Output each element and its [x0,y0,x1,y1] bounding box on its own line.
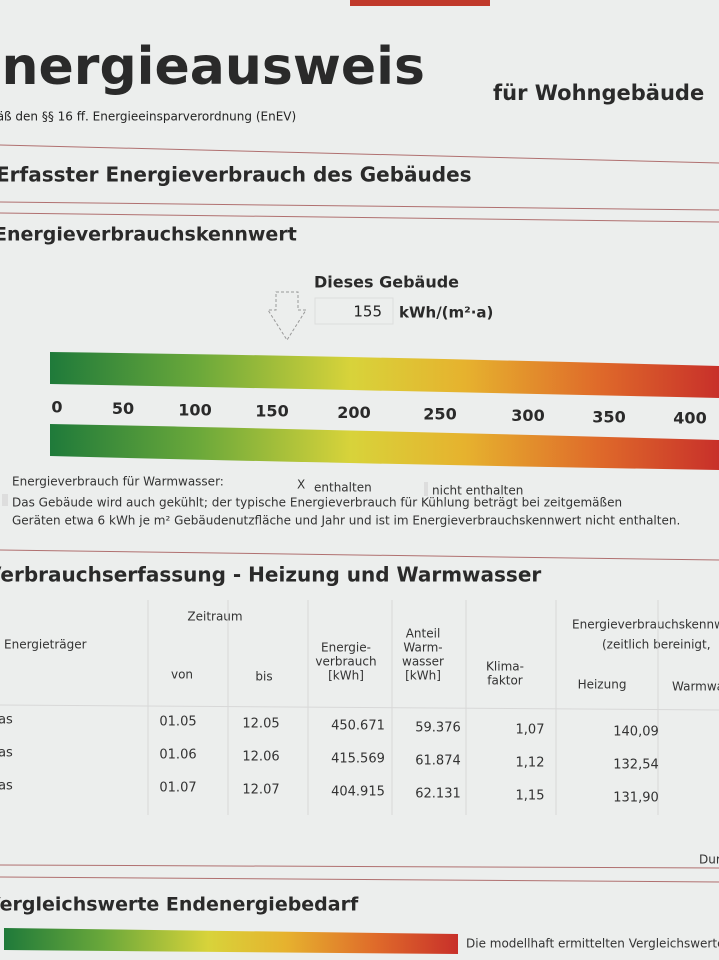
value: 155 [353,303,382,321]
scale: 0 50 100 150 200 250 300 350 400 [51,398,706,428]
td: 140,09 [613,725,659,740]
scale-label: 300 [511,406,544,425]
unit: kWh/(m²·a) [399,304,493,322]
td: 61.874 [415,754,461,769]
td: 1,15 [516,789,545,804]
td: 62.131 [415,787,461,802]
scale-label: 400 [673,409,706,428]
td: 404.915 [331,785,385,800]
th: Heizung [578,678,627,692]
td: 132,54 [613,758,659,773]
ww-not-included: nicht enthalten [432,484,523,498]
scale-bar [4,928,458,954]
scale-label: 50 [112,399,134,418]
th: faktor [487,674,523,688]
td: 01.05 [159,715,196,730]
th: wasser [402,655,444,669]
rule [0,864,719,869]
scale-label: 150 [255,402,288,421]
th: bis [255,670,272,684]
th: Klima- [486,660,524,674]
note: Das Gebäude wird auch gekühlt; der typis… [12,496,622,510]
td: 59.376 [415,721,461,736]
th: Energieträger [4,638,87,652]
scale-label: 350 [592,407,625,426]
td: 12.05 [242,717,279,732]
th: Energie- [321,641,371,655]
rule [0,212,719,223]
th: Zeitraum [187,610,242,624]
footer: Durchschnitt [699,853,719,867]
ww-included: enthalten [314,481,372,495]
td: 450.671 [331,719,385,734]
th: (zeitlich bereinigt, [602,638,711,652]
td: 01.06 [159,748,196,763]
ww-label: Energieverbrauch für Warmwasser: [12,475,224,489]
th: Energieverbrauchskennwert [572,618,719,632]
note: Die modellhaft ermittelten Vergleichswer… [466,937,719,951]
td: Gas [0,746,13,761]
row-rule [0,704,719,711]
value-box [314,297,394,325]
rule [0,201,719,211]
section-title: Erfasster Energieverbrauch des Gebäudes [0,163,472,187]
td: Gas [0,779,13,794]
scale-bar [50,424,719,470]
building-label: Dieses Gebäude [314,273,459,292]
scale-label: 100 [178,400,211,419]
section-title: Vergleichswerte Endenergiebedarf [0,894,359,916]
scale-label: 0 [51,398,62,417]
td: 1,07 [516,723,545,738]
ww-check: X [297,478,305,492]
th: Anteil [406,627,441,641]
td: 12.06 [242,750,279,765]
th: von [171,668,193,682]
subtitle: für Wohngebäude [493,81,704,105]
scale-bar [50,352,719,398]
checkbox [2,494,8,506]
td: Gas [0,713,13,728]
scale-label: 250 [423,405,456,424]
td: 01.07 [159,781,196,796]
title: Energieausweis [0,37,425,97]
td: 415.569 [331,752,385,767]
checkbox [424,482,428,496]
td: 12.07 [242,783,279,798]
th: Warmwasser [672,680,719,694]
note: Geräten etwa 6 kWh je m² Gebäudenutzfläc… [12,514,680,528]
section-title: Verbrauchserfassung - Heizung und Warmwa… [0,563,541,587]
th: Warm- [403,641,442,655]
th: [kWh] [328,669,364,683]
top-mark [350,0,490,6]
th: [kWh] [405,669,441,683]
rule [0,549,719,561]
td: 1,12 [516,756,545,771]
rule [0,876,719,883]
th: verbrauch [315,655,376,669]
subsection-title: Energieverbrauchskennwert [0,224,297,246]
td: 131,90 [613,791,659,806]
legal: gemäß den §§ 16 ff. Energieeinsparverord… [0,110,296,124]
rule [0,144,719,164]
arrow [267,291,307,341]
scale-label: 200 [337,403,370,422]
table: Zeitraum Energieträger von bis Energie-verbr… [0,600,719,815]
